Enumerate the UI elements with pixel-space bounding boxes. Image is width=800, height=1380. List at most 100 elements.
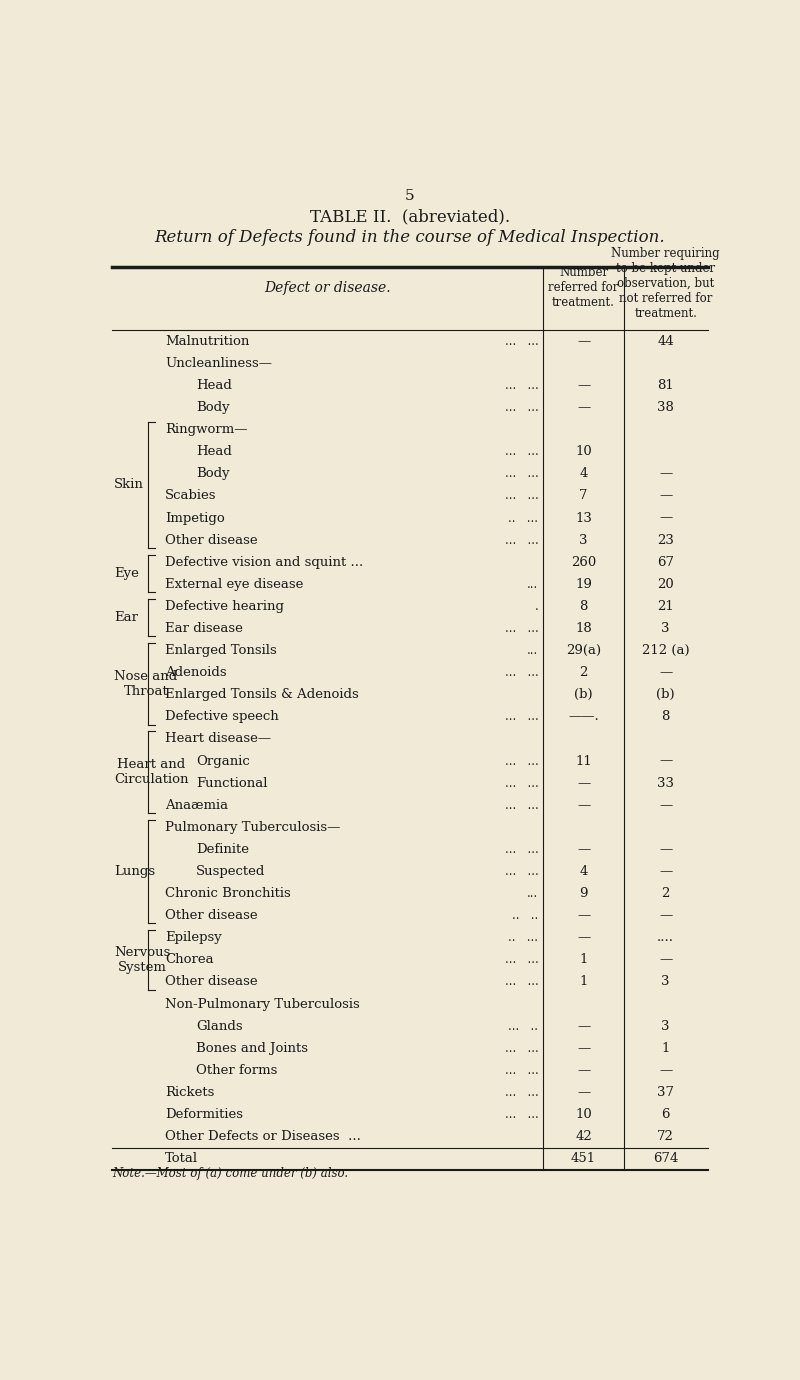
Text: Enlarged Tonsils & Adenoids: Enlarged Tonsils & Adenoids <box>165 689 359 701</box>
Text: ...   ...: ... ... <box>505 843 538 856</box>
Text: 8: 8 <box>579 600 588 613</box>
Text: ...   ...: ... ... <box>505 380 538 392</box>
Text: 10: 10 <box>575 446 592 458</box>
Text: 4: 4 <box>579 865 588 878</box>
Text: ...: ... <box>527 887 538 900</box>
Text: ...   ...: ... ... <box>505 534 538 546</box>
Text: 2: 2 <box>579 667 588 679</box>
Text: ...   ...: ... ... <box>505 667 538 679</box>
Text: Return of Defects found in the course of Medical Inspection.: Return of Defects found in the course of… <box>154 229 666 247</box>
Text: 7: 7 <box>579 490 588 502</box>
Text: Body: Body <box>196 402 230 414</box>
Text: 33: 33 <box>658 777 674 789</box>
Text: ...   ...: ... ... <box>505 799 538 811</box>
Text: ...   ...: ... ... <box>505 490 538 502</box>
Text: Rickets: Rickets <box>165 1086 214 1098</box>
Text: 44: 44 <box>658 335 674 348</box>
Text: 1: 1 <box>579 976 588 988</box>
Text: ...   ...: ... ... <box>505 777 538 789</box>
Text: Other disease: Other disease <box>165 976 258 988</box>
Text: —: — <box>659 490 672 502</box>
Text: —: — <box>659 843 672 856</box>
Text: Nose and
Throat: Nose and Throat <box>114 669 178 698</box>
Text: Ear: Ear <box>114 611 138 624</box>
Text: ——.: ——. <box>568 711 599 723</box>
Text: ...   ...: ... ... <box>505 1042 538 1054</box>
Text: —: — <box>577 909 590 922</box>
Text: Adenoids: Adenoids <box>165 667 226 679</box>
Text: ...   ...: ... ... <box>505 1086 538 1098</box>
Text: 72: 72 <box>658 1130 674 1143</box>
Text: ...   ...: ... ... <box>505 1108 538 1121</box>
Text: 21: 21 <box>658 600 674 613</box>
Text: (b): (b) <box>574 689 593 701</box>
Text: 451: 451 <box>571 1152 596 1165</box>
Text: Ear disease: Ear disease <box>165 622 243 635</box>
Text: —: — <box>577 1020 590 1032</box>
Text: Other forms: Other forms <box>196 1064 278 1076</box>
Text: (b): (b) <box>657 689 675 701</box>
Text: 3: 3 <box>662 1020 670 1032</box>
Text: ...   ...: ... ... <box>505 711 538 723</box>
Text: 674: 674 <box>653 1152 678 1165</box>
Text: 13: 13 <box>575 512 592 524</box>
Text: .: . <box>534 600 538 613</box>
Text: —: — <box>659 512 672 524</box>
Text: —: — <box>577 1086 590 1098</box>
Text: 42: 42 <box>575 1130 592 1143</box>
Text: Eye: Eye <box>114 567 139 580</box>
Text: 81: 81 <box>658 380 674 392</box>
Text: —: — <box>577 932 590 944</box>
Text: Chronic Bronchitis: Chronic Bronchitis <box>165 887 291 900</box>
Text: Anaæmia: Anaæmia <box>165 799 228 811</box>
Text: Defective vision and squint ...: Defective vision and squint ... <box>165 556 363 569</box>
Text: —: — <box>659 799 672 811</box>
Text: Defective hearing: Defective hearing <box>165 600 284 613</box>
Text: ...   ...: ... ... <box>505 976 538 988</box>
Text: ...   ...: ... ... <box>505 402 538 414</box>
Text: —: — <box>659 954 672 966</box>
Text: —: — <box>577 799 590 811</box>
Text: ...   ..: ... .. <box>508 1020 538 1032</box>
Text: 8: 8 <box>662 711 670 723</box>
Text: 38: 38 <box>658 402 674 414</box>
Text: Lungs: Lungs <box>114 865 155 878</box>
Text: Defective speech: Defective speech <box>165 711 279 723</box>
Text: 23: 23 <box>658 534 674 546</box>
Text: 3: 3 <box>662 622 670 635</box>
Text: Number
referred for
treatment.: Number referred for treatment. <box>549 266 618 309</box>
Text: External eye disease: External eye disease <box>165 578 303 591</box>
Text: ...   ...: ... ... <box>505 468 538 480</box>
Text: Uncleanliness—: Uncleanliness— <box>165 357 272 370</box>
Text: ..   ...: .. ... <box>508 512 538 524</box>
Text: —: — <box>659 909 672 922</box>
Text: ...   ...: ... ... <box>505 622 538 635</box>
Text: Skin: Skin <box>114 479 144 491</box>
Text: —: — <box>659 667 672 679</box>
Text: 9: 9 <box>579 887 588 900</box>
Text: 2: 2 <box>662 887 670 900</box>
Text: 11: 11 <box>575 755 592 767</box>
Text: ...: ... <box>527 578 538 591</box>
Text: Other disease: Other disease <box>165 534 258 546</box>
Text: —: — <box>577 1042 590 1054</box>
Text: 1: 1 <box>662 1042 670 1054</box>
Text: ...   ...: ... ... <box>505 1064 538 1076</box>
Text: Number requiring
to be kept under
observation, but
not referred for
treatment.: Number requiring to be kept under observ… <box>611 247 720 320</box>
Text: 3: 3 <box>579 534 588 546</box>
Text: Head: Head <box>196 380 232 392</box>
Text: ...   ...: ... ... <box>505 755 538 767</box>
Text: Non-Pulmonary Tuberculosis: Non-Pulmonary Tuberculosis <box>165 998 360 1010</box>
Text: Heart disease—: Heart disease— <box>165 733 271 745</box>
Text: Deformities: Deformities <box>165 1108 243 1121</box>
Text: —: — <box>577 402 590 414</box>
Text: Epilepsy: Epilepsy <box>165 932 222 944</box>
Text: Total: Total <box>165 1152 198 1165</box>
Text: ....: .... <box>658 932 674 944</box>
Text: Functional: Functional <box>196 777 267 789</box>
Text: ..   ..: .. .. <box>512 909 538 922</box>
Text: 19: 19 <box>575 578 592 591</box>
Text: Ringworm—: Ringworm— <box>165 424 248 436</box>
Text: Scabies: Scabies <box>165 490 217 502</box>
Text: —: — <box>577 335 590 348</box>
